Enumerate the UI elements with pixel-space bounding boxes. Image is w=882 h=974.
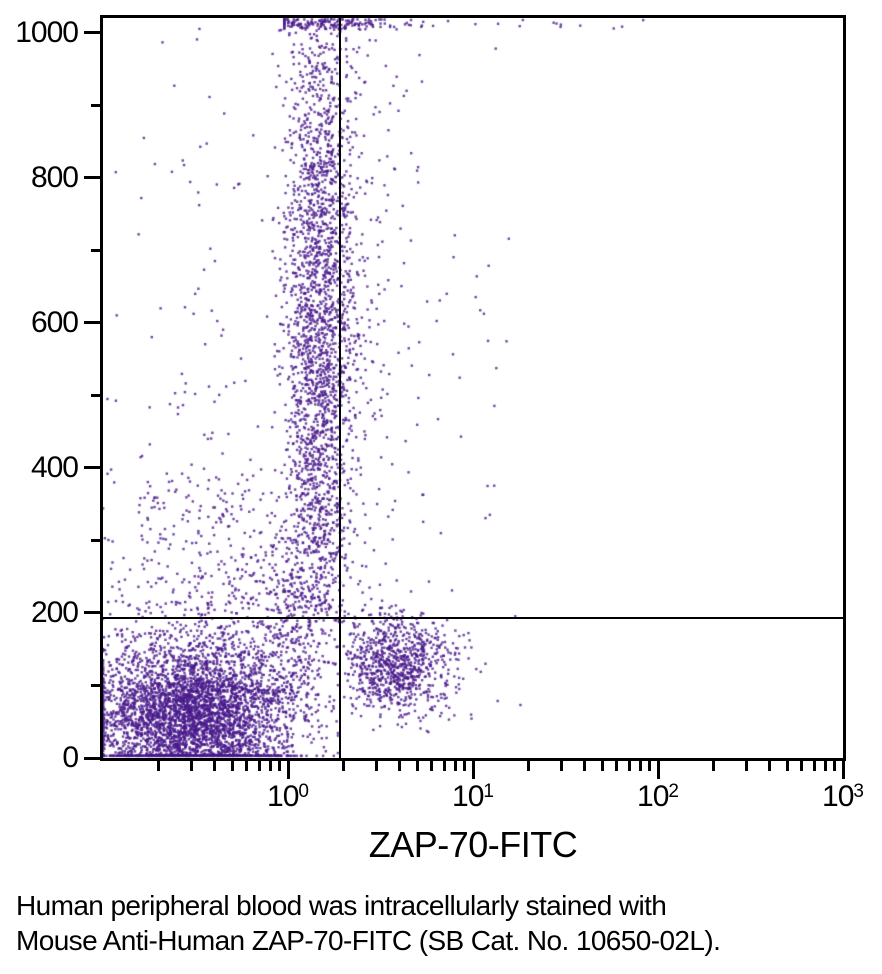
x-minor-tick <box>463 761 467 771</box>
x-minor-tick <box>453 761 457 771</box>
caption-line2: Mouse Anti-Human ZAP-70-FITC (SB Cat. No… <box>16 925 721 956</box>
x-minor-tick <box>627 761 631 771</box>
x-minor-tick <box>268 761 272 771</box>
x-minor-tick <box>615 761 619 771</box>
y-major-tick <box>84 321 100 325</box>
y-tick-label: 200 <box>30 595 79 629</box>
x-minor-tick <box>812 761 816 771</box>
y-major-tick <box>84 466 100 470</box>
figure-caption: Human peripheral blood was intracellular… <box>16 888 846 958</box>
quadrant-gate-vertical-line <box>338 18 341 758</box>
x-minor-tick <box>559 761 563 771</box>
x-minor-tick <box>648 761 652 771</box>
caption-line1: Human peripheral blood was intracellular… <box>16 890 667 921</box>
y-minor-tick <box>91 683 100 687</box>
x-minor-tick <box>767 761 771 771</box>
y-major-tick <box>84 176 100 180</box>
x-minor-tick <box>342 761 346 771</box>
x-major-tick <box>841 761 845 779</box>
x-minor-tick <box>712 761 716 771</box>
x-major-tick <box>471 761 475 779</box>
x-major-tick <box>656 761 660 779</box>
x-major-tick <box>286 761 290 779</box>
y-minor-tick <box>91 103 100 107</box>
x-minor-tick <box>430 761 434 771</box>
x-minor-tick <box>442 761 446 771</box>
y-major-tick <box>84 611 100 615</box>
x-minor-tick <box>397 761 401 771</box>
y-minor-tick <box>91 393 100 397</box>
x-minor-tick <box>800 761 804 771</box>
x-tick-label: 102 <box>637 780 679 813</box>
x-minor-tick <box>245 761 249 771</box>
x-minor-tick <box>638 761 642 771</box>
y-tick-label: 400 <box>30 450 79 484</box>
y-tick-label: 0 <box>62 741 79 774</box>
x-minor-tick <box>157 761 161 771</box>
x-minor-tick <box>744 761 748 771</box>
y-tick-label: 600 <box>30 305 79 339</box>
x-minor-tick <box>230 761 234 771</box>
x-minor-tick <box>374 761 378 771</box>
y-minor-tick <box>91 538 100 542</box>
y-minor-tick <box>91 248 100 252</box>
y-tick-label: 1000 <box>15 15 79 49</box>
x-tick-label: 103 <box>822 780 864 813</box>
y-tick-label: 800 <box>30 160 79 194</box>
x-tick-label: 100 <box>267 780 309 813</box>
x-minor-tick <box>527 761 531 771</box>
x-minor-tick <box>833 761 837 771</box>
x-minor-tick <box>823 761 827 771</box>
x-minor-tick <box>785 761 789 771</box>
y-major-tick <box>84 756 100 760</box>
y-major-tick <box>84 31 100 34</box>
x-axis-label: ZAP-70-FITC <box>368 824 578 865</box>
x-minor-tick <box>212 761 216 771</box>
x-minor-tick <box>189 761 193 771</box>
scatter-points-canvas <box>103 18 843 758</box>
x-minor-tick <box>582 761 586 771</box>
quadrant-gate-horizontal-line <box>103 616 843 619</box>
x-minor-tick <box>257 761 261 771</box>
x-minor-tick <box>600 761 604 771</box>
x-tick-label: 101 <box>452 780 494 813</box>
x-minor-tick <box>278 761 282 771</box>
x-minor-tick <box>415 761 419 771</box>
